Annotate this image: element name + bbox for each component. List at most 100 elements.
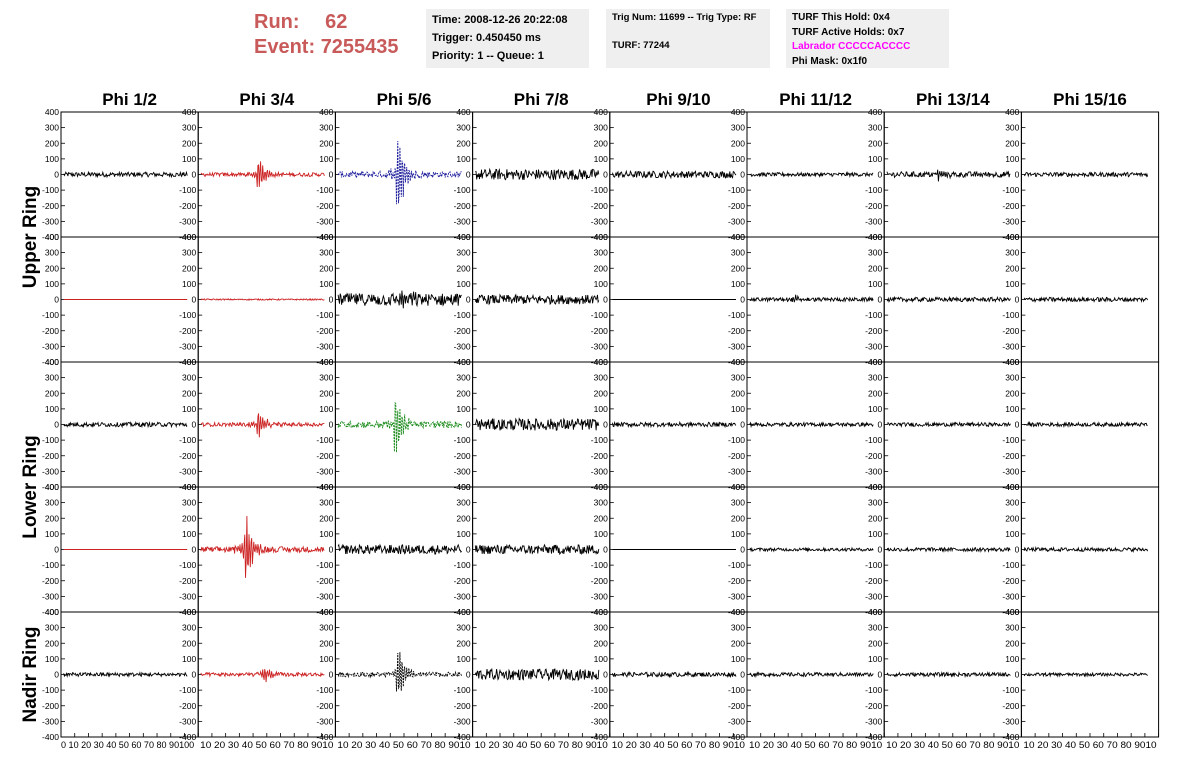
y-tick-label: -200 xyxy=(179,576,196,586)
y-tick-label: 0 xyxy=(740,670,745,680)
y-tick-label: 200 xyxy=(594,638,608,648)
waveform-trace xyxy=(63,420,188,429)
y-tick-label: 200 xyxy=(594,513,608,523)
y-tick-label: 300 xyxy=(45,498,59,508)
y-tick-label: -300 xyxy=(42,466,59,476)
y-tick-label: 300 xyxy=(45,123,59,133)
y-tick-label: 200 xyxy=(1005,513,1019,523)
y-tick-label: -100 xyxy=(316,185,333,195)
y-tick-label: 200 xyxy=(45,138,59,148)
y-tick-label: -100 xyxy=(1002,560,1019,570)
y-tick-label: -100 xyxy=(591,185,608,195)
y-tick-label: -300 xyxy=(1002,341,1019,351)
y-tick-label: -200 xyxy=(42,701,59,711)
y-tick-label: 0 xyxy=(740,170,745,180)
y-tick-label: 400 xyxy=(456,232,470,242)
y-tick-label: 100 xyxy=(1005,154,1019,164)
y-tick-label: -300 xyxy=(316,216,333,226)
y-tick-label: 300 xyxy=(319,373,333,383)
y-tick-label: 0 xyxy=(740,295,745,305)
y-tick-label: -300 xyxy=(42,591,59,601)
y-tick-label: -300 xyxy=(1002,716,1019,726)
waveform-trace xyxy=(474,417,600,431)
event-label: Event: xyxy=(254,36,316,58)
y-tick-label: -100 xyxy=(728,685,745,695)
y-tick-label: -300 xyxy=(591,216,608,226)
y-tick-label: 400 xyxy=(868,107,882,117)
y-tick-label: 100 xyxy=(594,654,608,664)
y-tick-label: 0 xyxy=(877,545,882,555)
trigger-info-box: Trig Num: 11699 -- Trig Type: RF TURF: 7… xyxy=(606,9,770,68)
y-tick-label: 200 xyxy=(1005,263,1019,273)
y-tick-label: -100 xyxy=(454,435,471,445)
y-tick-label: -200 xyxy=(316,201,333,211)
y-tick-label: 300 xyxy=(182,373,196,383)
y-tick-label: -300 xyxy=(865,466,882,476)
y-tick-label: -100 xyxy=(316,685,333,695)
y-tick-label: -100 xyxy=(316,560,333,570)
y-tick-label: 0 xyxy=(1015,170,1020,180)
y-tick-label: -200 xyxy=(454,201,471,211)
y-tick-label: -100 xyxy=(179,185,196,195)
y-tick-label: -100 xyxy=(454,310,471,320)
y-tick-label: 0 xyxy=(1015,295,1020,305)
y-tick-label: -100 xyxy=(179,310,196,320)
y-tick-label: 300 xyxy=(319,623,333,633)
y-tick-label: 200 xyxy=(319,638,333,648)
y-tick-label: 200 xyxy=(731,638,745,648)
x-tick-labels: 10 20 30 40 50 60 70 80 9010 xyxy=(337,740,470,751)
y-tick-label: 400 xyxy=(731,607,745,617)
waveform-trace xyxy=(475,167,600,181)
y-tick-label: 400 xyxy=(1005,357,1019,367)
y-tick-label: 300 xyxy=(319,123,333,133)
y-tick-label: -100 xyxy=(454,685,471,695)
turf-active-holds: TURF Active Holds: 0x7 xyxy=(792,26,905,38)
y-tick-label: -400 xyxy=(42,732,59,742)
y-tick-label: 0 xyxy=(191,670,196,680)
y-tick-label: -200 xyxy=(179,451,196,461)
y-tick-label: 200 xyxy=(45,513,59,523)
run-event-header: Run: 62 Event: 7255435 xyxy=(254,10,399,60)
y-tick-label: -100 xyxy=(865,185,882,195)
y-tick-label: 400 xyxy=(45,232,59,242)
y-tick-label: 100 xyxy=(594,404,608,414)
y-tick-label: 400 xyxy=(182,107,196,117)
time-text: Time: 2008-12-26 20:22:08 xyxy=(432,14,568,26)
waveform-trace xyxy=(612,169,737,180)
y-tick-label: 300 xyxy=(868,623,882,633)
y-tick-label: -300 xyxy=(728,216,745,226)
y-tick-label: 100 xyxy=(319,404,333,414)
waveform-trace xyxy=(337,290,462,309)
y-tick-label: -300 xyxy=(1002,591,1019,601)
waveform-trace xyxy=(63,170,188,179)
y-tick-label: -200 xyxy=(1002,326,1019,336)
turf-this-hold: TURF This Hold: 0x4 xyxy=(792,12,890,23)
panel-frame xyxy=(334,111,474,238)
y-tick-label: -200 xyxy=(454,576,471,586)
x-tick-labels: 10 20 30 40 50 60 70 80 9010 xyxy=(749,740,882,751)
y-tick-label: 100 xyxy=(182,529,196,539)
y-tick-label: 200 xyxy=(594,388,608,398)
y-tick-label: -300 xyxy=(1002,216,1019,226)
y-tick-label: 400 xyxy=(594,232,608,242)
run-label: Run: xyxy=(254,11,300,33)
y-tick-label: -100 xyxy=(591,310,608,320)
column-title: Phi 1/2 xyxy=(102,90,157,109)
y-tick-label: -200 xyxy=(591,201,608,211)
y-tick-label: 200 xyxy=(594,138,608,148)
y-tick-label: -200 xyxy=(728,326,745,336)
y-tick-label: -100 xyxy=(454,560,471,570)
y-tick-label: 100 xyxy=(594,529,608,539)
y-tick-label: 300 xyxy=(1005,623,1019,633)
y-tick-label: 100 xyxy=(731,154,745,164)
y-tick-label: -200 xyxy=(591,451,608,461)
event-row: Event: 7255435 xyxy=(254,35,399,60)
y-tick-label: -100 xyxy=(42,435,59,445)
y-tick-label: -200 xyxy=(42,451,59,461)
y-tick-label: 200 xyxy=(319,513,333,523)
y-tick-label: -100 xyxy=(42,185,59,195)
column-title: Phi 5/6 xyxy=(377,90,432,109)
y-tick-label: -200 xyxy=(454,451,471,461)
y-tick-label: 100 xyxy=(594,154,608,164)
